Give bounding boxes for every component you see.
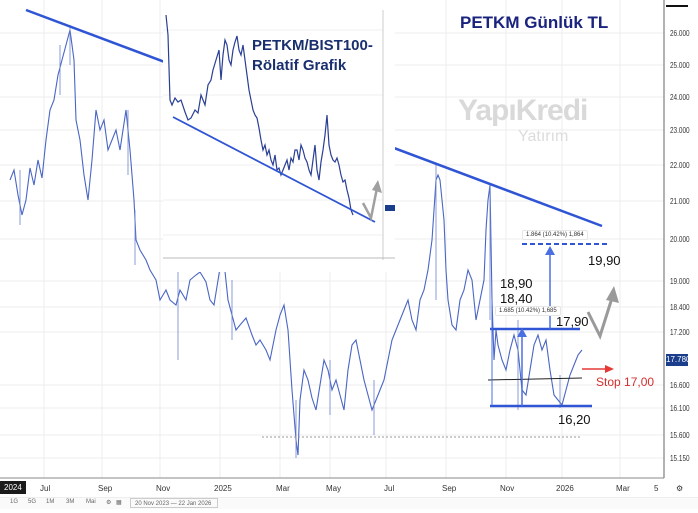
calendar-icon[interactable]: ▦ — [116, 500, 122, 506]
x-tick: Mar — [276, 484, 290, 493]
y-tick: 23.000 — [670, 126, 690, 135]
ohlc-bars — [19, 25, 561, 458]
chart-title: PETKM Günlük TL — [460, 13, 609, 32]
level-1840: 18,40 — [500, 291, 533, 306]
y-tick: 22.000 — [670, 161, 690, 170]
x-tick: 5 — [654, 484, 659, 493]
relative-line — [165, 14, 354, 216]
measure-label-upper: 1.864 (10.42%) 1,864 — [522, 230, 588, 240]
relative-trendline — [172, 116, 376, 223]
x-tick-first: 2024 — [0, 481, 26, 494]
range-button-3m[interactable]: 3M — [66, 499, 75, 505]
x-tick: Sep — [98, 484, 113, 493]
x-tick: Sep — [442, 484, 457, 493]
x-tick: Jul — [40, 484, 51, 493]
level-1620: 16,20 — [558, 412, 591, 427]
level-1990: 19,90 — [588, 253, 621, 268]
inset-title-line1: PETKM/BIST100- — [252, 37, 373, 54]
y-tick: 18.400 — [670, 303, 690, 312]
range-button-5d[interactable]: 5G — [28, 499, 37, 505]
x-tick: 2026 — [556, 484, 574, 493]
range-button-1m[interactable]: 1M — [46, 499, 55, 505]
x-tick: Mar — [616, 484, 630, 493]
level-1890: 18,90 — [500, 276, 533, 291]
price-line — [9, 29, 583, 456]
x-tick: Jul — [384, 484, 395, 493]
y-tick: 20.000 — [670, 235, 690, 244]
mid-line — [487, 377, 583, 381]
x-tick: May — [326, 484, 342, 493]
relative-chart-inset — [163, 0, 395, 272]
settings-gear-icon[interactable]: ⚙ — [106, 500, 112, 506]
y-tick: 26.000 — [670, 29, 690, 38]
y-tick: 16.100 — [670, 404, 690, 413]
x-tick: 2025 — [214, 484, 232, 493]
x-tick: Nov — [156, 484, 171, 493]
x-tick: Nov — [500, 484, 515, 493]
y-tick: 15.150 — [670, 454, 690, 463]
y-tick: 15.600 — [670, 431, 690, 440]
range-toolbar: 1G 5G 1M 3M Mai ⚙ ▦ 20 Nov 2023 — 22 Jan… — [0, 497, 698, 509]
settings-icon[interactable]: ⚙ — [676, 484, 684, 493]
y-tick: 19.000 — [670, 277, 690, 286]
y-tick: 21.000 — [670, 197, 690, 206]
y-tick: 25.000 — [670, 61, 690, 70]
date-range-field[interactable]: 20 Nov 2023 — 22 Jan 2026 — [130, 498, 218, 508]
range-button-more[interactable]: Mai — [86, 499, 96, 505]
y-tick: 17.200 — [670, 328, 690, 337]
projection-arrow — [586, 297, 614, 340]
watermark-logo: YapıKredi — [458, 94, 588, 127]
y-tick: 16.600 — [670, 381, 690, 390]
inset-title-line2: Rölatif Grafik — [252, 57, 347, 74]
range-button-1d[interactable]: 1G — [10, 499, 19, 505]
measure-label-lower: 1.685 (10.42%) 1,685 — [495, 306, 561, 316]
relative-projection-arrow — [361, 187, 379, 222]
watermark-sub: Yatırım — [518, 128, 569, 145]
current-price-badge: 17.780 — [666, 354, 691, 366]
stop-label: Stop 17,00 — [596, 375, 655, 389]
inset-title: PETKM/BIST100- Rölatif Grafik — [252, 36, 373, 76]
y-tick: 24.000 — [670, 93, 690, 102]
level-1790: 17,90 — [556, 314, 589, 329]
